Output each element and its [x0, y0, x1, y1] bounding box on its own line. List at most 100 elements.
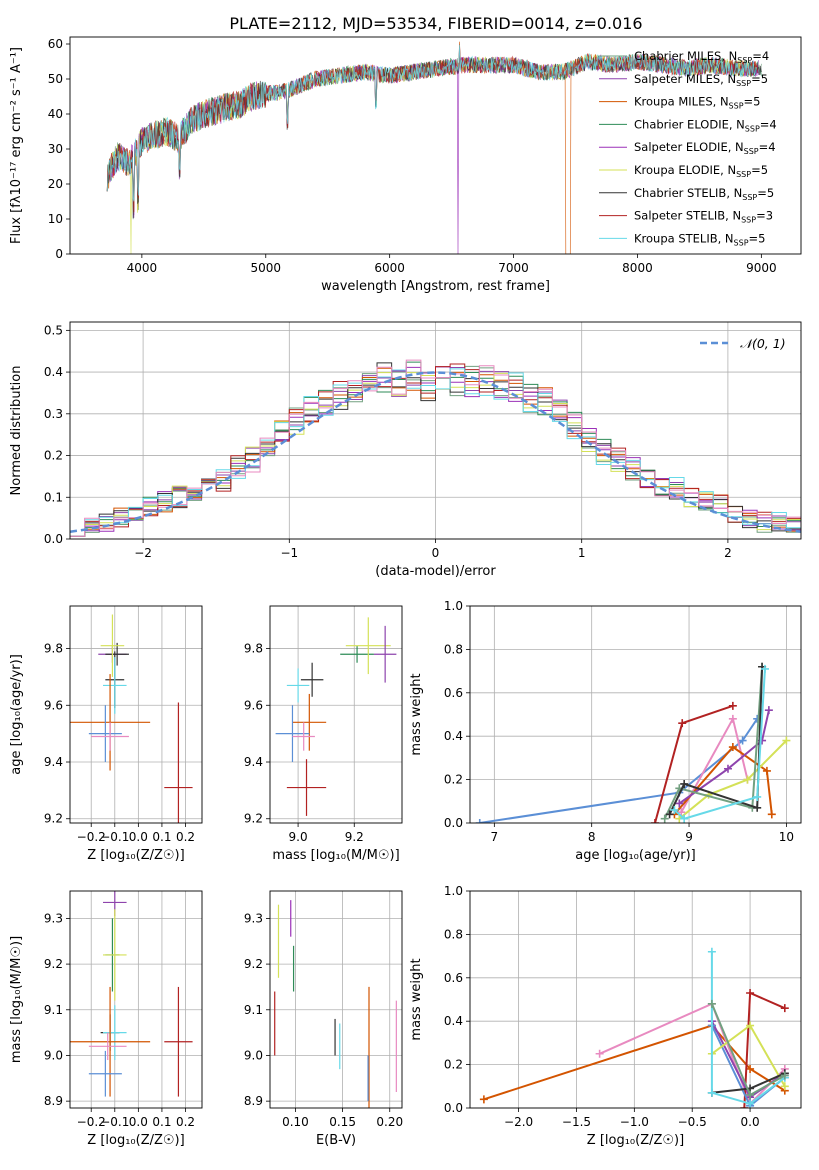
error-bar-point [70, 986, 151, 1097]
x-tick-label: −0.5 [678, 1115, 707, 1129]
x-tick-label: −2.0 [504, 1115, 533, 1129]
x-tick-label: 0.0 [741, 1115, 760, 1129]
y-tick-label: 0.6 [444, 971, 463, 985]
y-tick-label: 0.4 [444, 1014, 463, 1028]
plus-marker [650, 819, 659, 823]
y-tick-label: 50 [48, 72, 63, 86]
plus-marker [780, 1004, 789, 1013]
plus-marker [764, 706, 773, 715]
error-bar-point [103, 1005, 127, 1061]
y-tick-label: 0.4 [444, 729, 463, 743]
spectrum-series-line [106, 44, 757, 202]
x-tick-label: 0.2 [176, 830, 195, 844]
y-tick-label: 0.2 [444, 773, 463, 787]
x-axis-label: (data-model)/error [375, 564, 496, 579]
y-tick-label: 0 [55, 247, 63, 261]
spectrum-plot [106, 41, 762, 254]
plus-marker [479, 1095, 488, 1104]
y-axis-label: age [log₁₀(age/yr)] [9, 654, 24, 775]
y-tick-label: 9.4 [244, 755, 263, 769]
age-vs-mass-frame [269, 605, 403, 824]
legend-entry: 𝒩(0, 1) [740, 336, 786, 351]
x-tick-label: 6000 [374, 261, 405, 275]
x-axis-label: Z [log₁₀(Z/Z☉)] [87, 848, 184, 863]
x-tick-label: 0 [432, 546, 440, 560]
age-vs-Z-plot [70, 614, 193, 823]
y-tick-label: 30 [48, 142, 63, 156]
y-tick-label: 0.2 [44, 449, 63, 463]
y-tick-label: 9.6 [44, 698, 63, 712]
plus-marker [678, 719, 687, 728]
y-axis-label: mass [log₁₀(M/M☉)] [9, 936, 24, 1063]
error-bar-point [300, 662, 324, 697]
x-tick-label: 0.20 [376, 1115, 403, 1129]
legend-entry: Salpeter ELODIE, NSSP=4 [634, 140, 776, 156]
massweight-vs-age-frame [469, 605, 802, 824]
x-tick-label: −0.1 [100, 1115, 129, 1129]
mass-vs-EBV-axes: 0.10 0.15 0.20 8.9 9.0 9.1 9.2 9.3 E(B-V) [244, 891, 403, 1148]
y-tick-label: 9.1 [244, 1003, 263, 1017]
legend-entry: Kroupa ELODIE, NSSP=5 [634, 163, 768, 179]
mass-vs-EBV-frame [269, 890, 403, 1109]
y-axis-label: mass weight [409, 958, 424, 1040]
error-bar-point [88, 1032, 127, 1061]
plus-marker [780, 1082, 789, 1091]
mass-vs-EBV-plot [274, 900, 397, 1108]
plus-marker [680, 779, 689, 788]
y-tick-label: 9.2 [44, 812, 63, 826]
error-bar-point [105, 642, 129, 666]
y-tick-label: 10 [48, 212, 63, 226]
y-tick-label: 0.1 [44, 490, 63, 504]
plus-marker [746, 988, 755, 997]
x-tick-label: 8 [588, 830, 596, 844]
x-axis-label: wavelength [Angstrom, rest frame] [321, 279, 550, 294]
x-tick-label: 0.15 [329, 1115, 356, 1129]
figure-title: PLATE=2112, MJD=53534, FIBERID=0014, z=0… [229, 14, 642, 33]
y-tick-label: 9.2 [244, 812, 263, 826]
error-bar-point [292, 722, 315, 751]
x-tick-label: 0.2 [176, 1115, 195, 1129]
x-tick-label: 4000 [127, 261, 158, 275]
plus-marker [728, 714, 737, 723]
x-axis-label: age [log₁₀(age/yr)] [575, 848, 696, 863]
age-vs-Z-axes: −0.2−0.1 0.0 0.1 0.2 9.2 9.4 9.6 9.8 Z [log₁₀(Z/… [9, 606, 202, 863]
plus-marker [707, 947, 716, 956]
y-tick-label: 9.0 [244, 1048, 263, 1062]
error-bar-point [88, 1050, 122, 1097]
y-tick-label: 0.0 [444, 816, 463, 830]
y-axis-label: mass weight [409, 673, 424, 755]
error-bar-point [164, 986, 193, 1097]
residuals-legend: 𝒩(0, 1) [700, 336, 786, 351]
y-tick-label: 1.0 [444, 884, 463, 898]
plus-marker [746, 1021, 755, 1030]
y-tick-label: 0.0 [444, 1101, 463, 1115]
y-tick-label: 0.0 [44, 532, 63, 546]
error-bar-point [373, 625, 397, 683]
mass-weight-line [710, 951, 786, 1105]
massweight-vs-Z-axes: −2.0 −1.5 −1.0 −0.5 0.0 0.0 0.2 0.4 0.6 0.8 1.0 Z [… [409, 884, 801, 1148]
x-tick-label: −1.5 [562, 1115, 591, 1129]
legend-entry: Chabrier MILES, NSSP=4 [634, 49, 769, 65]
y-tick-label: 9.1 [44, 1003, 63, 1017]
y-tick-label: 9.8 [244, 642, 263, 656]
mass-vs-Z-plot [70, 891, 193, 1097]
plus-marker [595, 1049, 604, 1058]
legend-entry: Salpeter STELIB, NSSP=3 [634, 209, 773, 225]
mass-weight-line [673, 745, 773, 815]
x-axis-label: E(B-V) [316, 1133, 356, 1148]
plus-marker [728, 701, 737, 710]
age-vs-mass-axes: 9.0 9.2 9.2 9.4 9.6 9.8 mass [log₁₀(M/M☉)] [244, 606, 402, 863]
x-tick-label: −2 [134, 546, 152, 560]
x-tick-label: 9.0 [289, 830, 308, 844]
legend-entry: Chabrier STELIB, NSSP=5 [634, 186, 774, 202]
x-tick-label: −0.2 [77, 1115, 106, 1129]
y-tick-label: 0.8 [444, 927, 463, 941]
massweight-vs-age-plot [475, 662, 791, 823]
residuals-plot [70, 359, 801, 539]
mass-weight-line [673, 668, 766, 820]
residuals-frame [69, 321, 802, 540]
plus-marker [753, 792, 762, 801]
x-axis-label: mass [log₁₀(M/M☉)] [272, 848, 399, 863]
x-tick-label: 0.10 [282, 1115, 309, 1129]
